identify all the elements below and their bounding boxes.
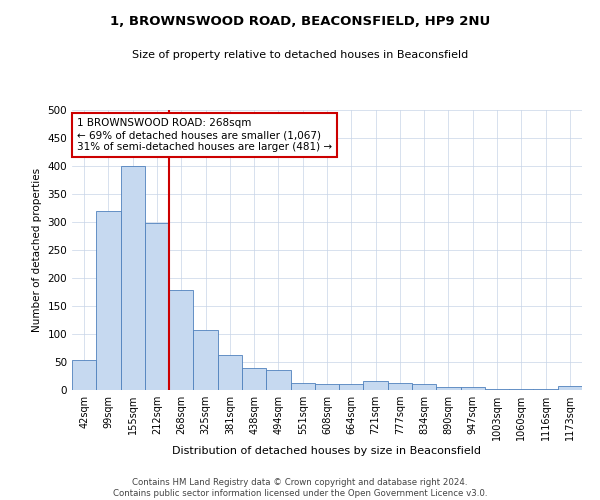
Text: 1, BROWNSWOOD ROAD, BEACONSFIELD, HP9 2NU: 1, BROWNSWOOD ROAD, BEACONSFIELD, HP9 2N… (110, 15, 490, 28)
Bar (461, 387, 485, 390)
Bar (436, 387, 461, 390)
Bar (558, 386, 582, 390)
Bar (145, 223, 169, 390)
Bar (339, 384, 364, 390)
Text: 1 BROWNSWOOD ROAD: 268sqm
← 69% of detached houses are smaller (1,067)
31% of se: 1 BROWNSWOOD ROAD: 268sqm ← 69% of detac… (77, 118, 332, 152)
Bar (388, 384, 412, 390)
Bar (72, 360, 96, 390)
Bar (290, 384, 315, 390)
Bar (169, 290, 193, 390)
Bar (121, 166, 145, 390)
Bar (315, 384, 339, 390)
Bar (242, 368, 266, 390)
Bar (412, 384, 436, 390)
Bar (96, 211, 121, 390)
Y-axis label: Number of detached properties: Number of detached properties (32, 168, 42, 332)
Bar (193, 330, 218, 390)
Text: Contains HM Land Registry data © Crown copyright and database right 2024.
Contai: Contains HM Land Registry data © Crown c… (113, 478, 487, 498)
X-axis label: Distribution of detached houses by size in Beaconsfield: Distribution of detached houses by size … (173, 446, 482, 456)
Bar (364, 381, 388, 390)
Text: Size of property relative to detached houses in Beaconsfield: Size of property relative to detached ho… (132, 50, 468, 60)
Bar (266, 370, 290, 390)
Bar (485, 389, 509, 390)
Bar (218, 354, 242, 390)
